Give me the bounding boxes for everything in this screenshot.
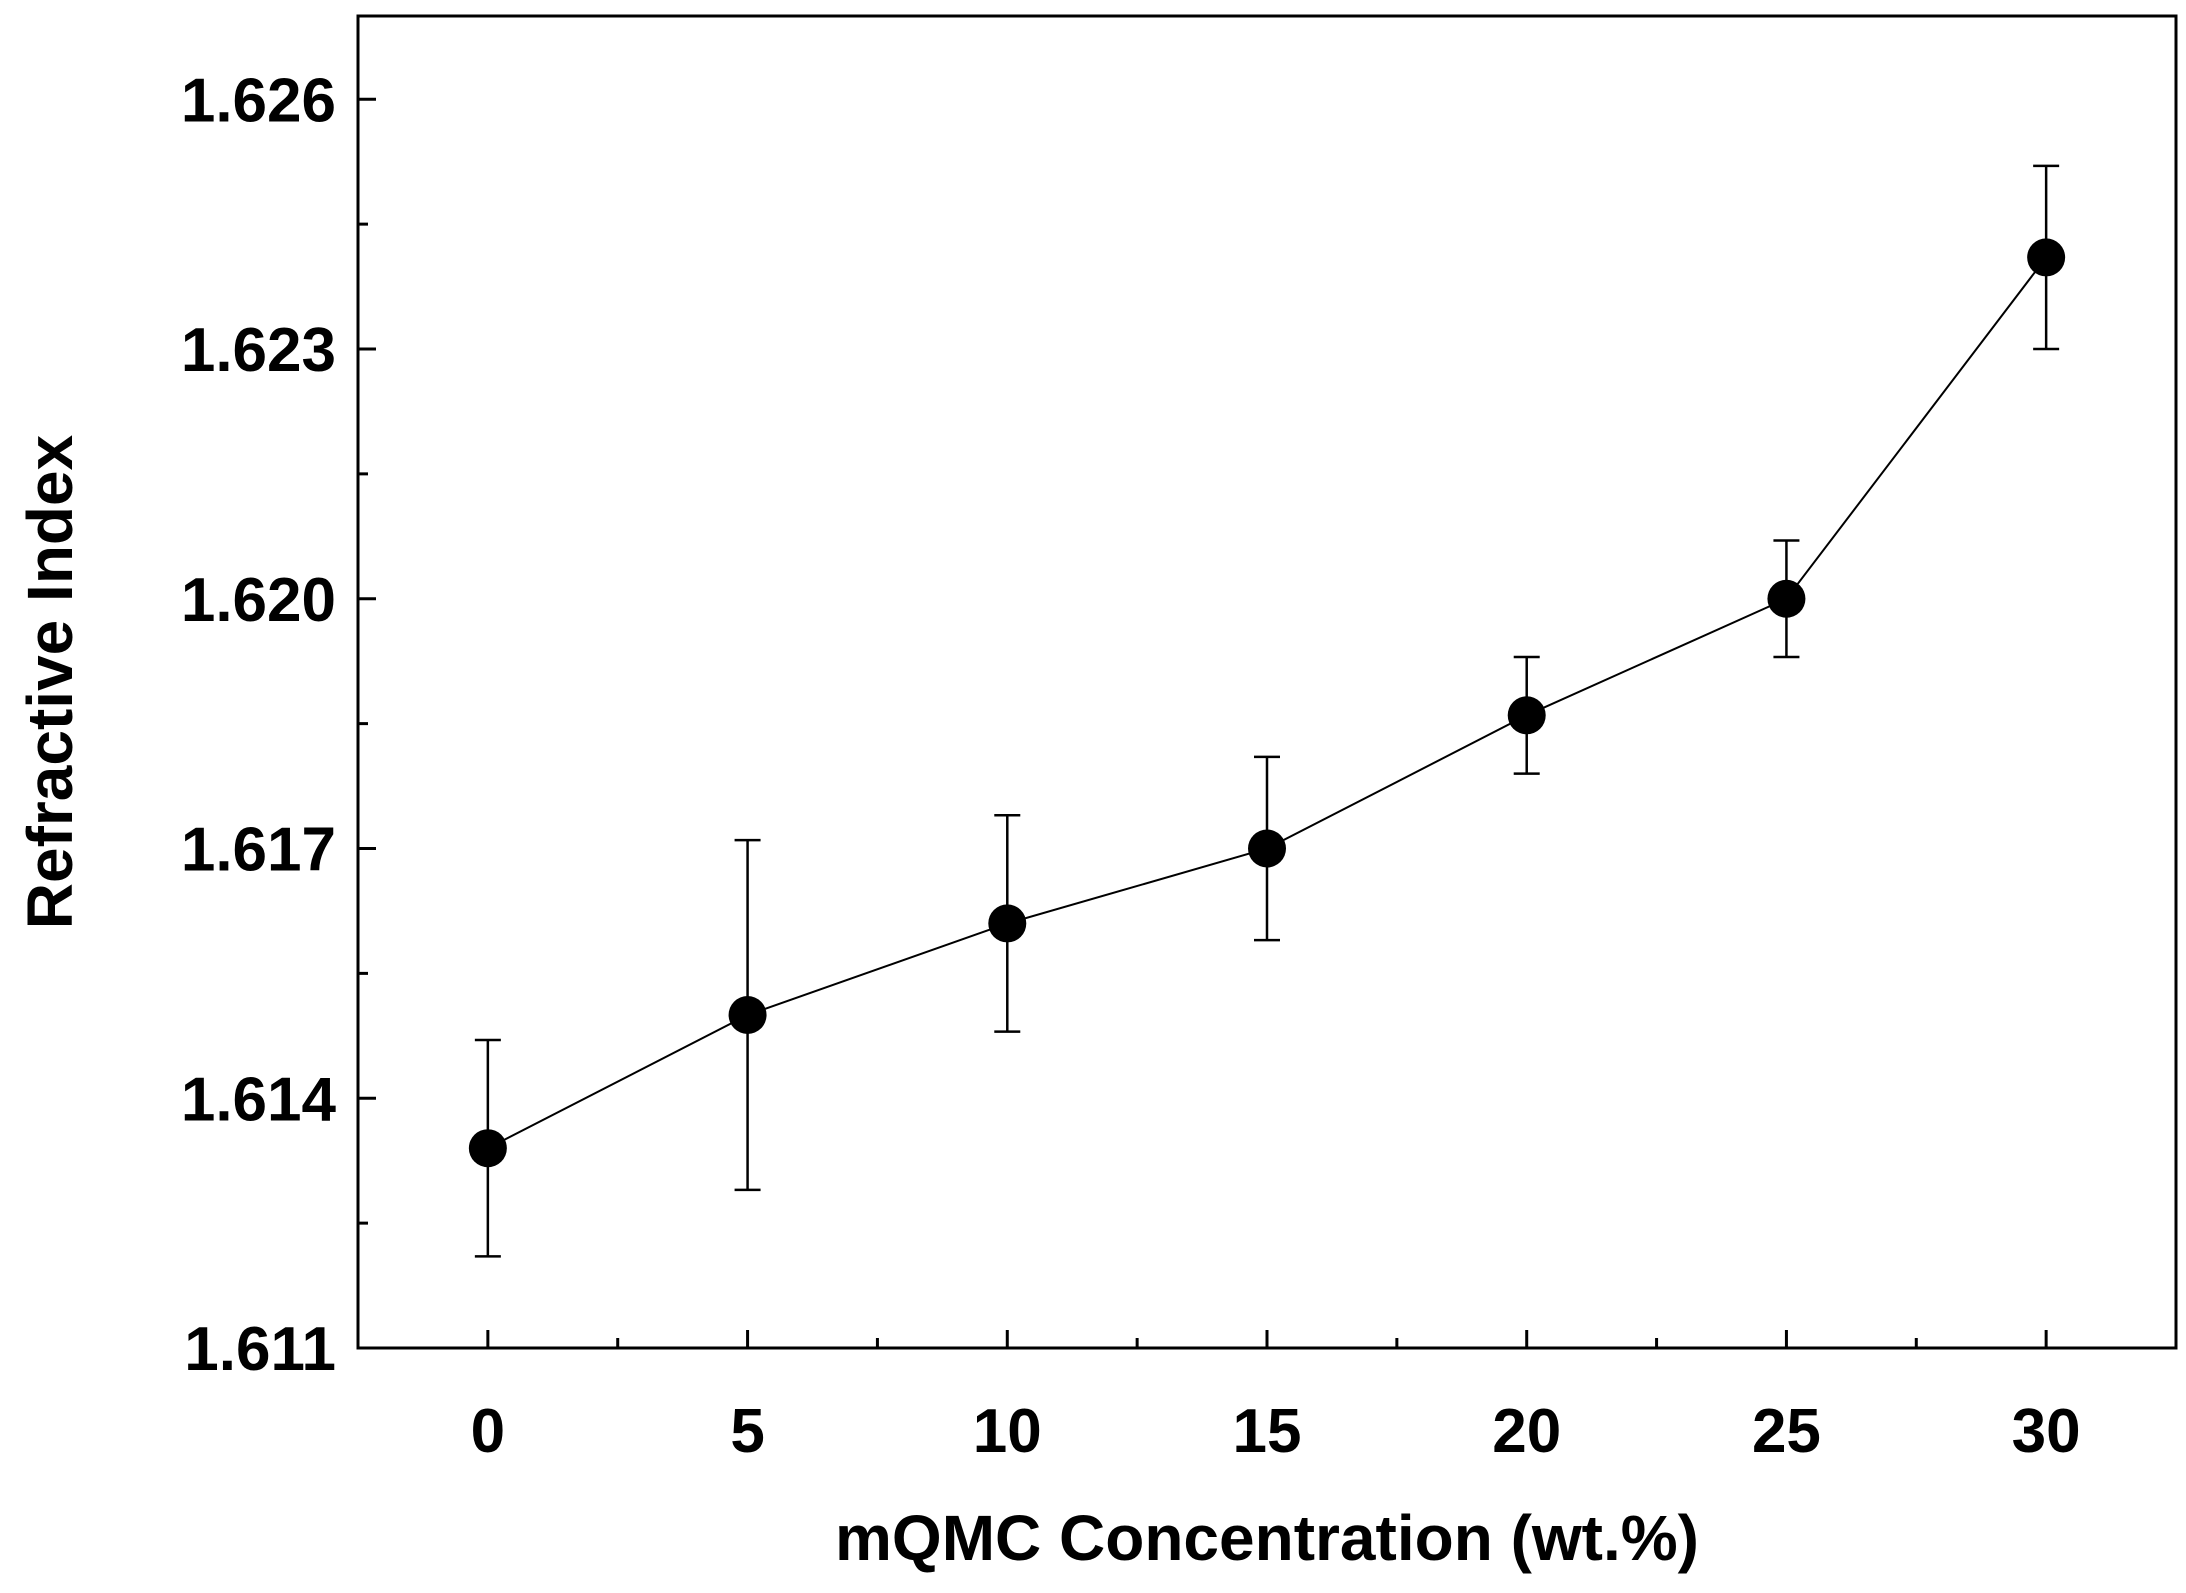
y-tick-label: 1.614 xyxy=(181,1065,337,1134)
y-tick-label: 1.611 xyxy=(184,1315,336,1384)
x-tick-label: 10 xyxy=(973,1397,1042,1466)
y-tick-label: 1.623 xyxy=(181,316,336,385)
data-point xyxy=(988,904,1027,943)
data-point xyxy=(2027,238,2066,277)
x-tick-label: 25 xyxy=(1752,1397,1821,1466)
x-axis-title: mQMC Concentration (wt.%) xyxy=(835,1502,1699,1574)
x-tick-label: 30 xyxy=(2012,1397,2081,1466)
data-point xyxy=(1507,696,1546,735)
x-tick-label: 5 xyxy=(730,1397,764,1466)
y-tick-label: 1.626 xyxy=(181,66,336,135)
data-series xyxy=(468,164,2066,1258)
x-tick-label: 15 xyxy=(1233,1397,1302,1466)
data-point xyxy=(1767,579,1806,618)
data-point xyxy=(468,1129,507,1168)
data-point xyxy=(728,996,767,1034)
data-point xyxy=(1248,829,1286,868)
y-tick-label: 1.620 xyxy=(181,566,336,635)
y-tick-labels: 1.611 1.614 1.617 1.620 1.623 1.626 xyxy=(181,66,337,1384)
axis-ticks xyxy=(356,97,2178,1350)
x-tick-label: 0 xyxy=(471,1397,505,1466)
x-tick-label: 20 xyxy=(1492,1397,1561,1466)
series-line xyxy=(487,256,2047,1150)
y-axis-title: Refractive Index xyxy=(14,434,86,929)
plot-frame xyxy=(356,14,2178,1350)
y-tick-label: 1.617 xyxy=(181,816,336,885)
x-tick-labels: 0 5 10 15 20 25 30 xyxy=(471,1397,2081,1466)
